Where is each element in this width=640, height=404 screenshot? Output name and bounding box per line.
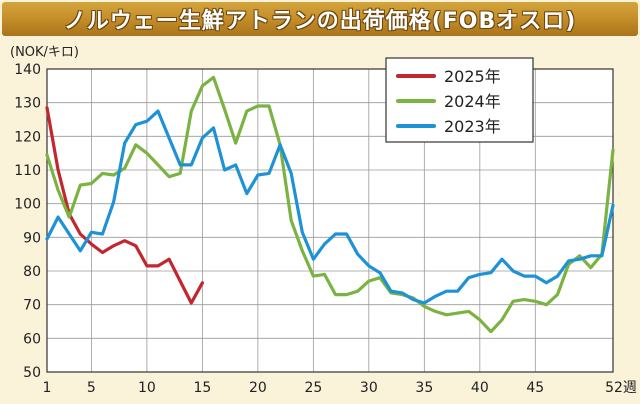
y-tick-label: 100 xyxy=(14,197,41,213)
x-tick-label: 52週 xyxy=(605,380,637,396)
x-tick-label: 30 xyxy=(360,380,378,396)
y-tick-label: 120 xyxy=(14,129,41,145)
y-tick-label: 50 xyxy=(23,365,41,381)
y-tick-label: 70 xyxy=(23,298,41,314)
x-tick-label: 5 xyxy=(87,380,96,396)
y-tick-label: 90 xyxy=(23,230,41,246)
legend-label: 2024年 xyxy=(444,92,501,111)
title-bar: ノルウェー生鮮アトランの出荷価格(FOBオスロ) xyxy=(2,2,638,36)
x-tick-label: 45 xyxy=(526,380,544,396)
x-tick-label: 35 xyxy=(415,380,433,396)
x-tick-label: 25 xyxy=(304,380,322,396)
series-line xyxy=(45,75,615,334)
y-tick-label: 140 xyxy=(14,62,41,78)
series-line xyxy=(45,106,204,305)
chart-title: ノルウェー生鮮アトランの出荷価格(FOBオスロ) xyxy=(63,9,577,34)
x-tick-label: 40 xyxy=(471,380,489,396)
x-tick-label: 15 xyxy=(193,380,211,396)
plot-border xyxy=(46,68,614,373)
x-tick-label: 1 xyxy=(43,380,52,396)
x-tick-label: 10 xyxy=(138,380,156,396)
x-tick-label: 20 xyxy=(249,380,267,396)
y-tick-label: 80 xyxy=(23,264,41,280)
legend-label: 2025年 xyxy=(444,67,501,86)
y-unit-label: (NOK/キロ) xyxy=(10,45,79,60)
y-tick-label: 60 xyxy=(23,331,41,347)
legend-label: 2023年 xyxy=(444,117,501,136)
series-line xyxy=(45,109,615,305)
y-tick-label: 130 xyxy=(14,96,41,112)
y-tick-label: 110 xyxy=(14,163,41,179)
